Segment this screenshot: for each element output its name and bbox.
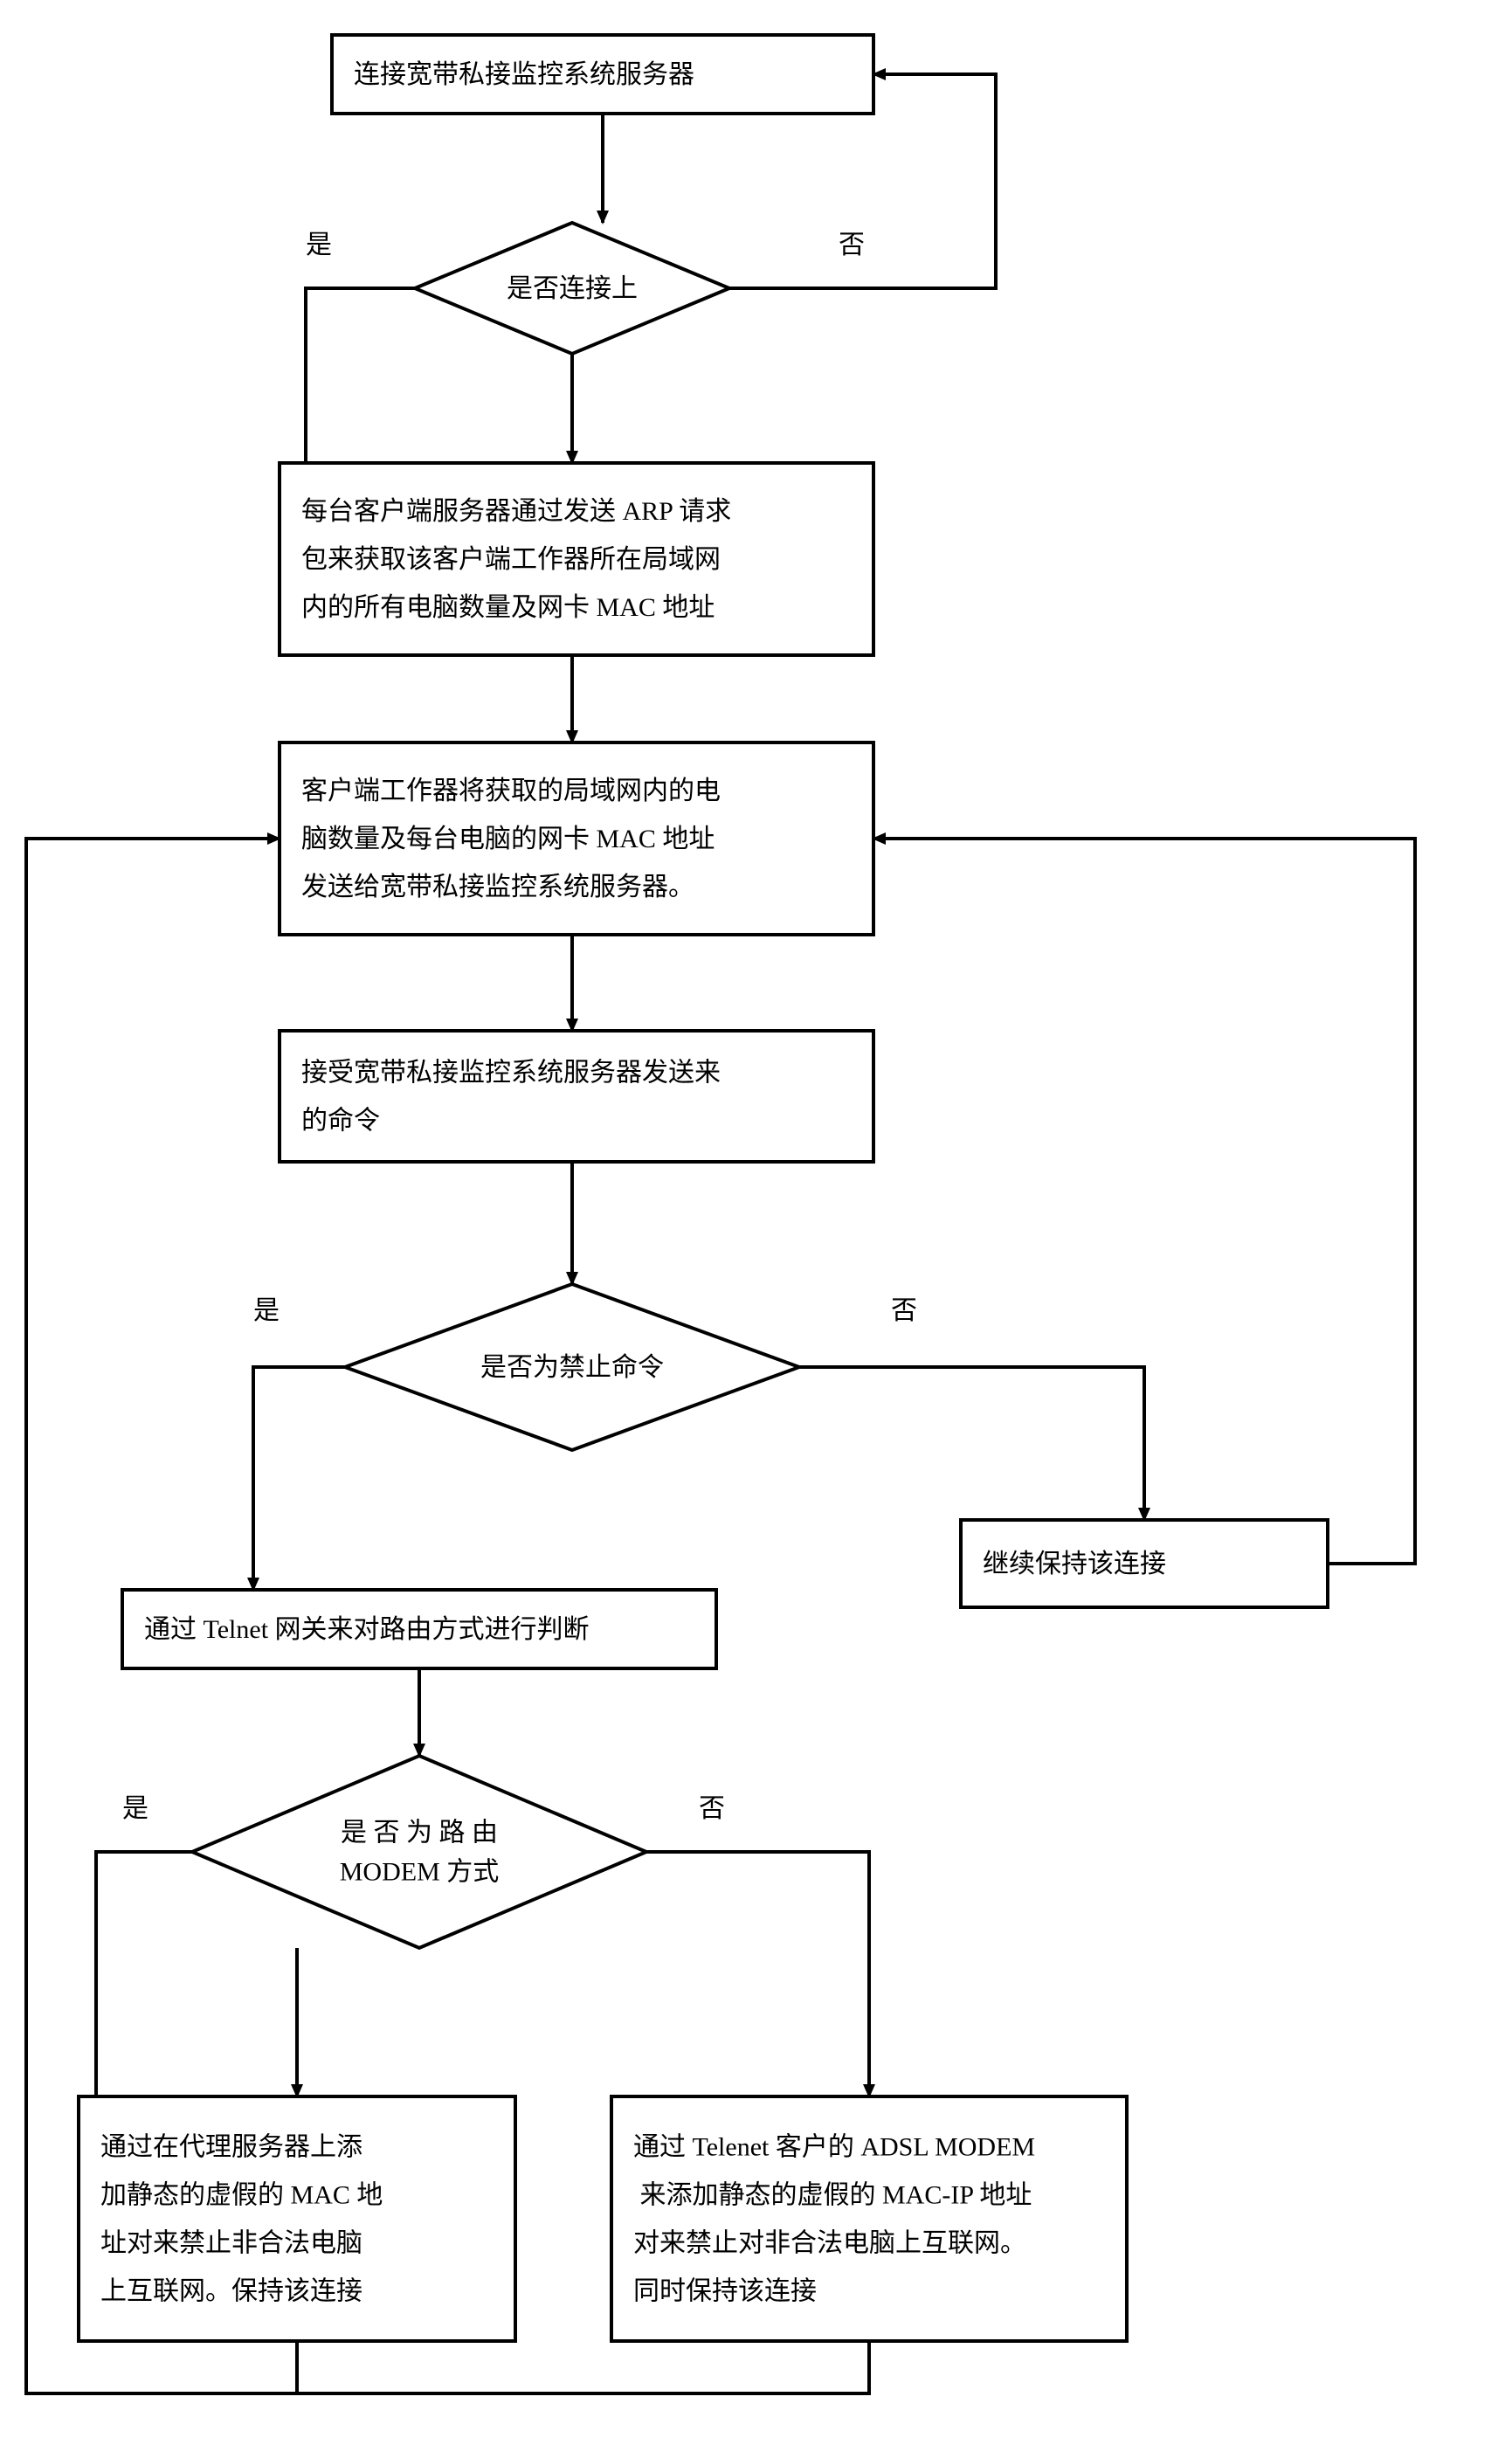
node-n3: 客户端工作器将获取的局域网内的电脑数量及每台电脑的网卡 MAC 地址发送给宽带私… (280, 742, 873, 935)
label-l_d1_no: 否 (839, 231, 865, 259)
node-n2: 每台客户端服务器通过发送 ARP 请求包来获取该客户端工作器所在局域网内的所有电… (280, 463, 873, 655)
edges-layer (26, 74, 1415, 2393)
node-n7: 通过在代理服务器上添加静态的虚假的 MAC 地址对来禁止非合法电脑上互联网。保持… (79, 2096, 515, 2341)
node-text-n3: 客户端工作器将获取的局域网内的电脑数量及每台电脑的网卡 MAC 地址发送给宽带私… (301, 777, 721, 901)
edge-e16 (297, 2341, 869, 2393)
label-l_d2_yes: 是 (253, 1296, 280, 1325)
label-l_d3_no: 否 (699, 1794, 725, 1823)
edge-e9 (799, 1367, 1144, 1520)
edge-e12 (96, 1852, 192, 2096)
node-text-d2: 是否为禁止命令 (480, 1353, 664, 1382)
node-n8: 通过 Telenet 客户的 ADSL MODEM 来添加静态的虚假的 MAC-… (611, 2096, 1127, 2341)
label-l_d1_yes: 是 (306, 231, 332, 259)
edge-e8 (253, 1367, 345, 1590)
node-text-n6: 通过 Telnet 网关来对路由方式进行判断 (144, 1615, 590, 1644)
node-text-n2: 每台客户端服务器通过发送 ARP 请求包来获取该客户端工作器所在局域网内的所有电… (301, 497, 731, 622)
label-l_d3_yes: 是 (122, 1794, 148, 1823)
edge-e14 (646, 1852, 869, 2096)
node-n6: 通过 Telnet 网关来对路由方式进行判断 (122, 1590, 716, 1668)
node-text-n5: 继续保持该连接 (983, 1550, 1166, 1578)
node-d1: 是否连接上 (415, 223, 729, 354)
node-n4: 接受宽带私接监控系统服务器发送来的命令 (280, 1031, 873, 1162)
node-d2: 是否为禁止命令 (345, 1284, 799, 1450)
flowchart-canvas: 连接宽带私接监控系统服务器是否连接上每台客户端服务器通过发送 ARP 请求包来获… (0, 0, 1512, 2438)
label-l_d2_no: 否 (891, 1296, 917, 1325)
node-d3: 是 否 为 路 由MODEM 方式 (192, 1756, 646, 1948)
node-text-n1: 连接宽带私接监控系统服务器 (354, 60, 694, 89)
nodes-layer: 连接宽带私接监控系统服务器是否连接上每台客户端服务器通过发送 ARP 请求包来获… (79, 35, 1328, 2341)
node-text-d1: 是否连接上 (507, 274, 638, 303)
node-n5: 继续保持该连接 (961, 1520, 1328, 1607)
node-n1: 连接宽带私接监控系统服务器 (332, 35, 873, 114)
edge-e4 (306, 288, 415, 463)
